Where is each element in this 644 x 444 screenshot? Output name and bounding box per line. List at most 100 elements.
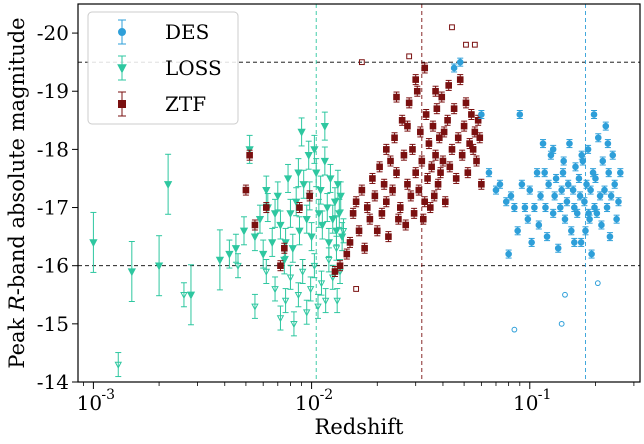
loss-point (332, 227, 341, 236)
y-tick-label: -16 (37, 254, 69, 278)
loss-point (250, 233, 260, 242)
ztf-point (349, 210, 357, 217)
ztf-point (409, 146, 416, 153)
ztf-point (242, 186, 250, 194)
loss-limit (276, 315, 285, 323)
des-point (526, 186, 534, 194)
des-point (578, 151, 586, 159)
loss-point (312, 169, 321, 178)
ztf-point (445, 82, 452, 89)
ztf-point (389, 186, 396, 194)
des-point (551, 192, 558, 200)
loss-limit (321, 297, 330, 305)
legend-box (87, 11, 239, 125)
ztf-point (380, 180, 388, 188)
ztf-point (421, 198, 429, 206)
loss-point (320, 157, 329, 166)
loss-point (328, 216, 337, 224)
des-point (478, 111, 485, 118)
loss-point (273, 192, 282, 201)
des-point (502, 198, 510, 206)
des-point (615, 198, 622, 206)
ztf-point (371, 192, 379, 200)
loss-point (255, 216, 265, 224)
des-point (585, 210, 592, 217)
loss-point (288, 245, 297, 253)
loss-limit (325, 257, 333, 265)
loss-point (323, 204, 332, 213)
ztf-point (393, 93, 400, 101)
des-limit (558, 320, 565, 327)
des-point (601, 186, 608, 194)
ztf-point (405, 99, 413, 107)
legend-label-des: DES (165, 20, 209, 44)
ztf-point (450, 105, 458, 112)
ztf-limit (471, 41, 478, 48)
ztf-point (436, 134, 443, 142)
ztf-point (432, 87, 439, 95)
ztf-point (437, 169, 444, 176)
des-point (516, 111, 524, 118)
loss-point (186, 291, 196, 300)
loss-limit (332, 245, 341, 253)
des-limit (562, 291, 568, 298)
ztf-point (393, 169, 400, 176)
loss-point (163, 181, 173, 189)
ztf-point (331, 268, 339, 275)
legend-item-des: DES (118, 19, 209, 45)
ztf-point (446, 163, 454, 171)
des-point (528, 239, 535, 246)
loss-point (295, 227, 304, 236)
y-axis-label: Peak R-band absolute magnitude (5, 17, 29, 368)
y-tick-label: -14 (37, 370, 69, 394)
plot-frame (77, 3, 641, 383)
ztf-point (373, 227, 381, 235)
ztf-limit (406, 53, 413, 60)
ztf-point (464, 169, 472, 176)
ztf-point (439, 157, 447, 165)
x-tick-label: 10 (295, 391, 320, 415)
loss-limit (281, 297, 290, 305)
ztf-point (462, 99, 470, 107)
des-point (592, 175, 599, 182)
des-point (561, 215, 569, 223)
des-point (563, 198, 571, 206)
des-point (559, 169, 567, 176)
ztf-point (251, 221, 259, 229)
y-tick-label: -17 (37, 196, 69, 220)
des-point (511, 204, 518, 211)
ztf-point (441, 198, 449, 206)
ztf-point (434, 180, 442, 188)
ztf-point (433, 105, 441, 112)
des-point (496, 180, 504, 188)
ztf-limit (449, 24, 455, 31)
loss-limit (333, 297, 341, 305)
des-point (594, 134, 602, 142)
ztf-point (432, 151, 439, 159)
loss-point (316, 186, 325, 195)
ztf-point (412, 169, 419, 176)
des-point (573, 210, 581, 217)
ztf-point (281, 244, 288, 252)
legend-marker (118, 100, 126, 108)
ztf-point (404, 180, 411, 188)
legend-label-loss: LOSS (165, 56, 222, 80)
loss-point (310, 146, 319, 155)
des-point (581, 198, 588, 206)
ztf-point (476, 134, 484, 142)
ztf-limit (358, 59, 365, 66)
series-ztf (242, 24, 485, 292)
legend-item-loss: LOSS (117, 55, 222, 81)
ztf-point (402, 221, 410, 229)
loss-point (239, 227, 249, 236)
ztf-point (428, 163, 435, 171)
ztf-point (458, 151, 466, 159)
x-tick-exponent: -3 (101, 387, 115, 403)
y-tick-label: -19 (37, 79, 69, 103)
loss-limit (303, 309, 311, 317)
x-tick-exponent: -2 (320, 387, 334, 403)
ztf-point (336, 262, 344, 269)
ztf-point (438, 93, 446, 101)
